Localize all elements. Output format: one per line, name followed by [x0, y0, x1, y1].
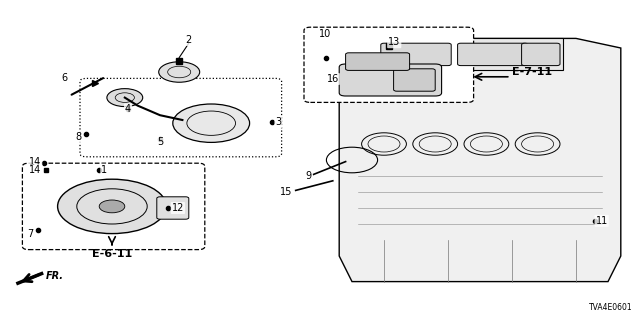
Text: 14: 14 [29, 156, 42, 167]
Text: 11: 11 [595, 216, 608, 226]
Text: 5: 5 [157, 137, 163, 148]
Circle shape [159, 62, 200, 82]
FancyBboxPatch shape [458, 43, 528, 66]
FancyBboxPatch shape [346, 53, 410, 70]
Text: 6: 6 [61, 73, 67, 84]
Text: 14: 14 [29, 165, 42, 175]
Circle shape [99, 200, 125, 213]
Text: 9: 9 [305, 171, 312, 181]
Polygon shape [339, 38, 621, 282]
FancyBboxPatch shape [339, 64, 442, 96]
Text: E-7-11: E-7-11 [512, 67, 552, 77]
FancyBboxPatch shape [304, 27, 474, 102]
FancyBboxPatch shape [157, 197, 189, 219]
Text: 12: 12 [172, 203, 184, 213]
Text: 1: 1 [101, 164, 108, 175]
FancyBboxPatch shape [522, 43, 560, 66]
FancyBboxPatch shape [80, 78, 282, 157]
Text: 15: 15 [280, 187, 292, 197]
Text: 13: 13 [388, 37, 401, 47]
Text: E-6-11: E-6-11 [92, 249, 132, 260]
Circle shape [58, 179, 166, 234]
Text: 7: 7 [28, 228, 34, 239]
Text: 8: 8 [75, 132, 81, 142]
Text: TVA4E0601: TVA4E0601 [589, 303, 632, 312]
Text: 10: 10 [319, 29, 332, 39]
Text: FR.: FR. [46, 271, 64, 281]
Polygon shape [371, 38, 563, 70]
Circle shape [107, 89, 143, 107]
Text: 3: 3 [275, 117, 282, 127]
Circle shape [173, 104, 250, 142]
FancyBboxPatch shape [394, 69, 435, 91]
Text: 16: 16 [326, 74, 339, 84]
Text: 2: 2 [186, 35, 192, 45]
Text: 4: 4 [125, 104, 131, 115]
FancyBboxPatch shape [381, 43, 451, 66]
FancyBboxPatch shape [22, 163, 205, 250]
